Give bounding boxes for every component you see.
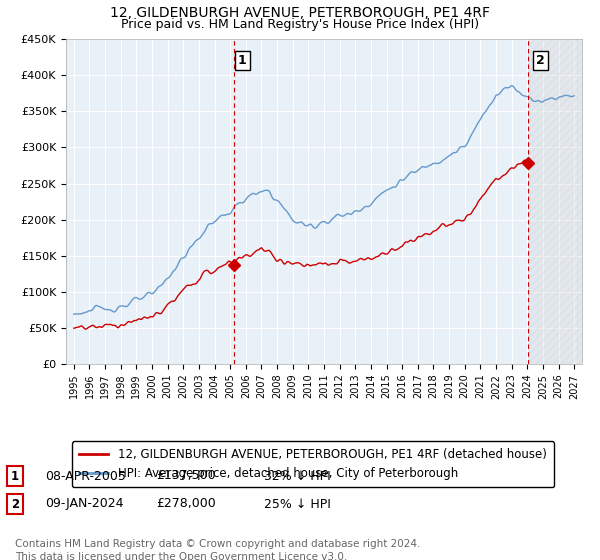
Text: 32% ↓ HPI: 32% ↓ HPI — [264, 469, 331, 483]
Text: 09-JAN-2024: 09-JAN-2024 — [45, 497, 124, 511]
Text: 1: 1 — [238, 54, 247, 67]
Bar — [528, 39, 582, 364]
Legend: 12, GILDENBURGH AVENUE, PETERBOROUGH, PE1 4RF (detached house), HPI: Average pri: 12, GILDENBURGH AVENUE, PETERBOROUGH, PE… — [72, 441, 554, 487]
Text: 2: 2 — [536, 54, 545, 67]
Text: Price paid vs. HM Land Registry's House Price Index (HPI): Price paid vs. HM Land Registry's House … — [121, 18, 479, 31]
Text: 2: 2 — [11, 497, 19, 511]
Text: 1: 1 — [11, 469, 19, 483]
Text: Contains HM Land Registry data © Crown copyright and database right 2024.
This d: Contains HM Land Registry data © Crown c… — [15, 539, 421, 560]
Text: £278,000: £278,000 — [156, 497, 216, 511]
Text: £137,500: £137,500 — [156, 469, 215, 483]
Text: 25% ↓ HPI: 25% ↓ HPI — [264, 497, 331, 511]
Text: 08-APR-2005: 08-APR-2005 — [45, 469, 126, 483]
Text: 12, GILDENBURGH AVENUE, PETERBOROUGH, PE1 4RF: 12, GILDENBURGH AVENUE, PETERBOROUGH, PE… — [110, 6, 490, 20]
